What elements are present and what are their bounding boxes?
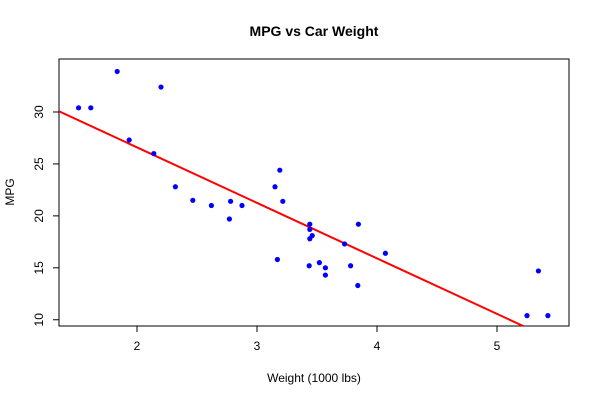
data-point bbox=[88, 105, 94, 111]
data-point bbox=[280, 198, 286, 204]
data-point bbox=[545, 313, 551, 319]
data-point bbox=[228, 198, 234, 204]
y-tick-label: 30 bbox=[32, 105, 46, 119]
y-tick-label: 25 bbox=[32, 157, 46, 171]
data-point bbox=[114, 68, 120, 75]
data-point bbox=[306, 263, 312, 269]
data-point bbox=[309, 233, 315, 239]
data-point bbox=[151, 150, 157, 157]
data-point bbox=[190, 197, 196, 203]
data-point bbox=[226, 216, 232, 222]
data-point bbox=[355, 282, 361, 289]
data-point bbox=[307, 221, 313, 227]
data-point bbox=[239, 202, 245, 209]
y-axis: 10 15 20 25 30 bbox=[32, 105, 59, 326]
x-axis: 2 3 4 5 bbox=[134, 326, 501, 353]
data-point bbox=[208, 202, 214, 209]
data-points bbox=[75, 68, 551, 319]
data-point bbox=[75, 105, 82, 111]
data-point bbox=[322, 272, 328, 278]
data-point bbox=[158, 84, 164, 90]
x-tick-label: 2 bbox=[134, 339, 141, 353]
data-point bbox=[316, 260, 322, 266]
data-point bbox=[126, 137, 132, 143]
x-tick-label: 3 bbox=[254, 339, 261, 353]
data-point bbox=[172, 184, 178, 190]
regression-line bbox=[58, 110, 524, 327]
y-tick-label: 10 bbox=[32, 313, 46, 327]
data-point bbox=[355, 221, 361, 227]
regression-line-group bbox=[58, 110, 524, 327]
x-tick-label: 5 bbox=[494, 339, 501, 353]
y-tick-label: 15 bbox=[32, 261, 46, 275]
data-point bbox=[382, 250, 388, 256]
data-point bbox=[307, 226, 313, 232]
plot-frame bbox=[58, 58, 570, 327]
data-point bbox=[342, 241, 348, 247]
data-point bbox=[535, 268, 542, 274]
data-point bbox=[272, 184, 278, 190]
chart-title: MPG vs Car Weight bbox=[250, 23, 379, 39]
x-axis-label: Weight (1000 lbs) bbox=[267, 371, 361, 385]
y-axis-label: MPG bbox=[3, 178, 17, 205]
x-tick-label: 4 bbox=[374, 339, 381, 353]
data-point bbox=[274, 256, 280, 263]
data-point bbox=[277, 167, 283, 173]
data-point bbox=[348, 263, 354, 269]
data-point bbox=[322, 265, 328, 271]
y-tick-label: 20 bbox=[32, 209, 46, 223]
data-point bbox=[524, 313, 530, 319]
